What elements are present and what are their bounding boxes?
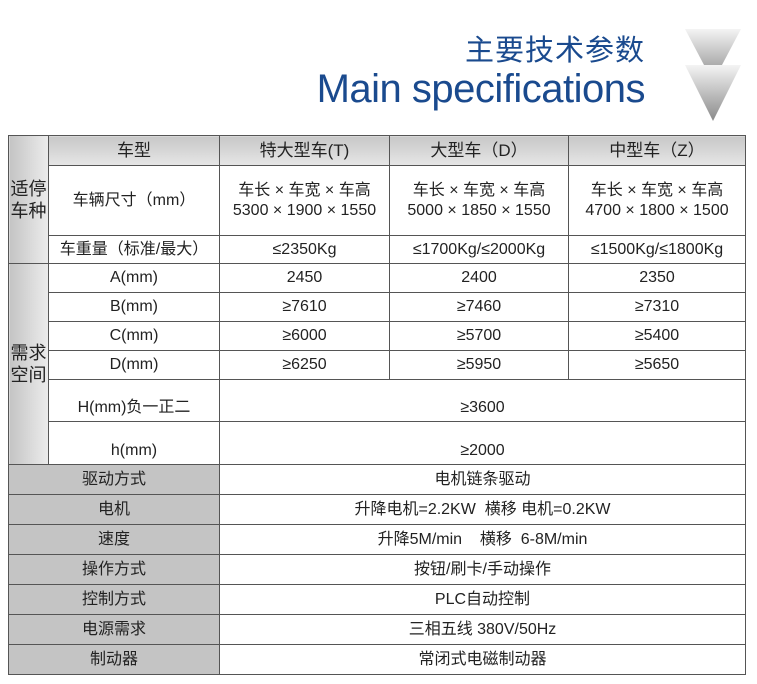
cell: PLC自动控制 [219,584,746,615]
table-row: 车重量（标准/最大） ≤2350Kg ≤1700Kg/≤2000Kg ≤1500… [9,235,746,264]
cell: ≤1500Kg/≤1800Kg [568,235,746,264]
cell: 2400 [389,263,569,293]
title-en: Main specifications [316,67,646,111]
cell: ≥6250 [219,350,390,380]
cell: ≥6000 [219,321,390,351]
cell: ≥5400 [568,321,746,351]
column-header: 特大型车(T) [219,135,390,166]
row-label: 控制方式 [8,584,220,615]
group-label: 需求空间 [8,263,49,465]
row-label: 车重量（标准/最大） [48,235,220,264]
table-row: H(mm)负一正二 ≥3600 [9,379,746,422]
row-label: 操作方式 [8,554,220,585]
row-label: 速度 [8,524,220,555]
table-row: 控制方式 PLC自动控制 [8,584,746,615]
title-cn: 主要技术参数 [464,33,645,67]
column-header: 中型车（Z） [568,135,746,166]
cell: 车长 × 车宽 × 车高 5000 × 1850 × 1550 [389,165,569,236]
row-label: 车辆尺寸（mm） [48,165,220,236]
table-row: C(mm) ≥6000 ≥5700 ≥5400 [9,321,746,351]
row-label: 电源需求 [8,614,220,645]
table-row: 制动器 常闭式电磁制动器 [8,644,746,675]
cell-line: 4700 × 1800 × 1500 [585,201,729,219]
cell: ≥7310 [568,292,746,322]
table-row: 操作方式 按钮/刷卡/手动操作 [8,554,746,585]
row-label: 制动器 [8,644,220,675]
cell: 按钮/刷卡/手动操作 [219,554,746,585]
table-row: 驱动方式 电机链条驱动 [8,464,746,495]
cell: ≥3600 [219,379,746,422]
table-row: h(mm) ≥2000 [9,421,746,465]
table-row: 速度 升降5M/min 横移 6-8M/min [8,524,746,555]
cell: 电机链条驱动 [219,464,746,495]
row-label: h(mm) [48,421,220,465]
cell: ≥5650 [568,350,746,380]
table-row: D(mm) ≥6250 ≥5950 ≥5650 [9,350,746,380]
cell: ≥7610 [219,292,390,322]
row-label: B(mm) [48,292,220,322]
row-label: 电机 [8,494,220,525]
cell: ≤1700Kg/≤2000Kg [389,235,569,264]
cell-line: 5000 × 1850 × 1550 [407,201,551,219]
table-row: 电机 升降电机=2.2KW 横移 电机=0.2KW [8,494,746,525]
group-label: 适停车种 [8,135,49,264]
cell-line: 车长 × 车宽 × 车高 [238,181,371,199]
cell: 车长 × 车宽 × 车高 4700 × 1800 × 1500 [568,165,746,236]
cell: ≥7460 [389,292,569,322]
table-row: 电源需求 三相五线 380V/50Hz [8,614,746,645]
row-label: D(mm) [48,350,220,380]
cell-line: 车长 × 车宽 × 车高 [590,181,724,199]
spec-table: 适停车种 车型 特大型车(T) 大型车（D） 中型车（Z） 车辆尺寸（mm） 车… [8,135,746,675]
table-header-row: 适停车种 车型 特大型车(T) 大型车（D） 中型车（Z） [8,135,746,264]
cell: ≥5700 [389,321,569,351]
table-row: 需求空间 A(mm) 2450 2400 2350 [8,263,746,465]
cell: ≥2000 [219,421,746,465]
cell: 三相五线 380V/50Hz [219,614,746,645]
cell: ≤2350Kg [219,235,390,264]
down-triangle-icon [685,29,741,121]
cell: 2450 [219,263,390,293]
row-label: A(mm) [48,263,220,293]
cell-line: 5300 × 1900 × 1550 [232,201,377,219]
cell: 升降5M/min 横移 6-8M/min [219,524,746,555]
row-label: 驱动方式 [8,464,220,495]
table-row: 车辆尺寸（mm） 车长 × 车宽 × 车高 5300 × 1900 × 1550 … [9,165,746,236]
cell: 车长 × 车宽 × 车高 5300 × 1900 × 1550 [219,165,390,236]
cell-line: 车长 × 车宽 × 车高 [412,181,546,199]
cell: ≥5950 [389,350,569,380]
cell: 常闭式电磁制动器 [219,644,746,675]
table-row: B(mm) ≥7610 ≥7460 ≥7310 [9,292,746,322]
column-header: 大型车（D） [389,135,569,166]
column-header: 车型 [48,135,220,166]
row-label: H(mm)负一正二 [48,379,220,422]
row-label: C(mm) [48,321,220,351]
cell: 升降电机=2.2KW 横移 电机=0.2KW [219,494,746,525]
cell: 2350 [568,263,746,293]
